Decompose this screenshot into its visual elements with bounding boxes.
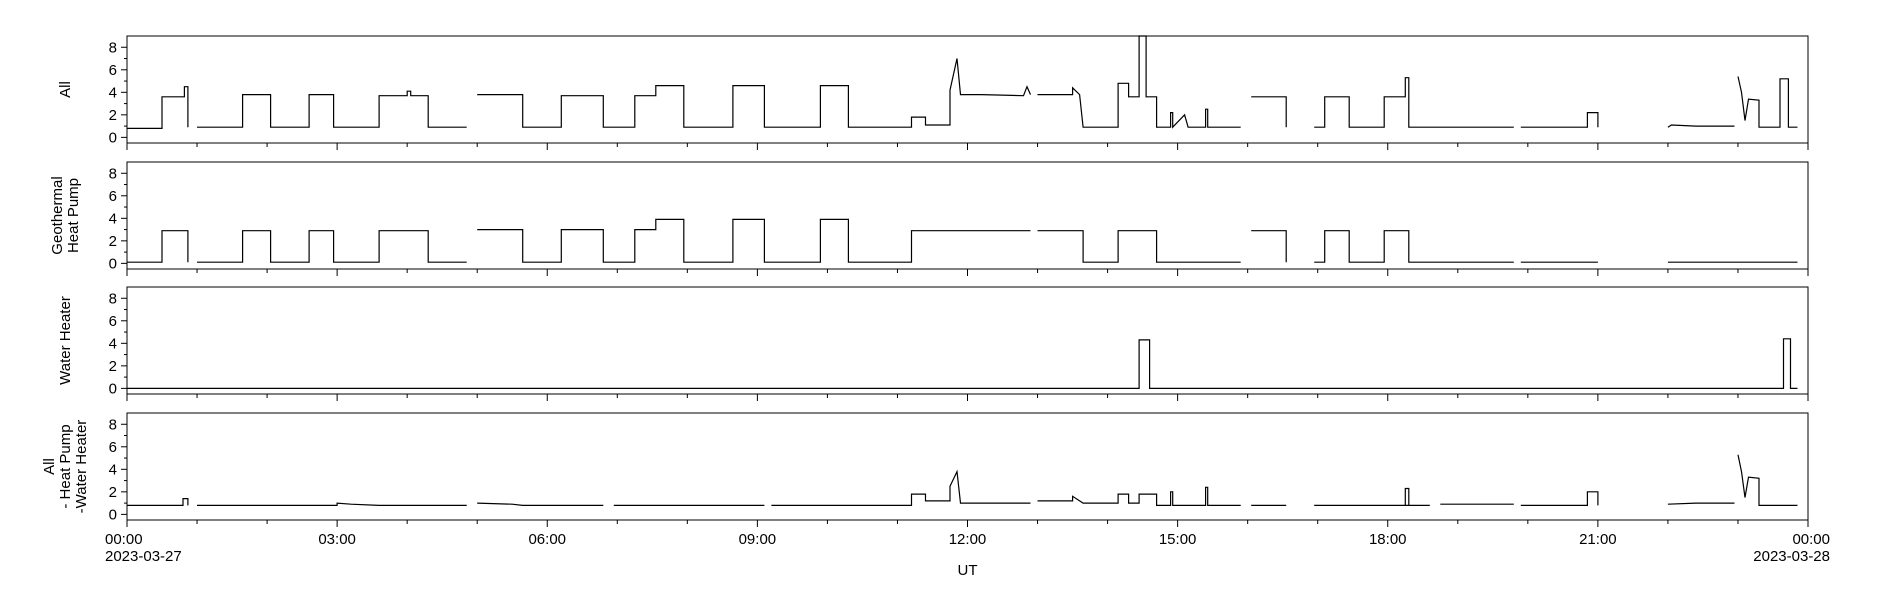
- x-tick-label: 18:00: [1369, 531, 1407, 548]
- x-axis-label: UT: [958, 562, 978, 579]
- panel-frame: [126, 286, 1809, 395]
- y-tick-label: 2: [109, 233, 117, 250]
- panel-ylabel: All: [57, 81, 74, 98]
- panel-ylabel: - Heat Pump: [57, 424, 74, 508]
- y-tick-label: 4: [109, 461, 117, 478]
- panel-ylabel: Heat Pump: [65, 178, 82, 253]
- x-tick-label: 09:00: [739, 531, 777, 548]
- x-tick-date-label: 2023-03-28: [1753, 548, 1830, 565]
- y-tick-label: 6: [109, 439, 117, 456]
- panel-ylabel: Geothermal: [49, 176, 66, 254]
- y-tick-label: 4: [109, 84, 117, 101]
- x-tick-label: 21:00: [1579, 531, 1617, 548]
- panel-ylabel: Water Heater: [57, 296, 74, 385]
- y-tick-label: 2: [109, 358, 117, 375]
- series-line: [127, 454, 1798, 506]
- x-tick-label: 00:00: [105, 531, 143, 548]
- y-tick-label: 6: [109, 62, 117, 79]
- x-tick-label: 03:00: [318, 531, 356, 548]
- x-tick-label: 15:00: [1159, 531, 1197, 548]
- y-tick-label: 4: [109, 335, 117, 352]
- series-line: [127, 35, 1798, 129]
- y-tick-label: 2: [109, 484, 117, 501]
- panel-frame: [126, 412, 1809, 521]
- x-tick-date-label: 2023-03-27: [105, 548, 182, 565]
- y-tick-label: 6: [109, 313, 117, 330]
- y-tick-label: 8: [109, 39, 117, 56]
- panel-ylabel: -Water Heater: [73, 420, 90, 514]
- x-tick-label: 06:00: [528, 531, 566, 548]
- y-tick-label: 4: [109, 210, 117, 227]
- series-line: [127, 218, 1798, 263]
- y-tick-label: 8: [109, 416, 117, 433]
- y-tick-label: 8: [109, 290, 117, 307]
- x-tick-label: 00:00: [1792, 531, 1830, 548]
- y-tick-label: 0: [109, 129, 117, 146]
- series-line: [127, 338, 1798, 389]
- y-tick-label: 0: [109, 255, 117, 272]
- panel-ylabel: All: [41, 458, 58, 475]
- y-tick-label: 0: [109, 380, 117, 397]
- y-tick-label: 6: [109, 188, 117, 205]
- x-tick-label: 12:00: [949, 531, 987, 548]
- y-tick-label: 8: [109, 165, 117, 182]
- y-tick-label: 2: [109, 107, 117, 124]
- y-tick-label: 0: [109, 506, 117, 523]
